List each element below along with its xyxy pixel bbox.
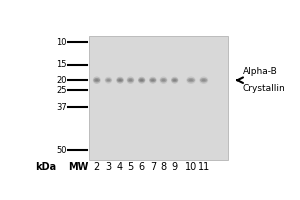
Ellipse shape: [171, 77, 178, 84]
Text: 7: 7: [150, 162, 156, 172]
Ellipse shape: [138, 77, 146, 84]
Text: 37: 37: [56, 103, 67, 112]
Ellipse shape: [140, 79, 143, 81]
Text: 8: 8: [160, 162, 166, 172]
Text: 3: 3: [105, 162, 112, 172]
Text: Alpha-B: Alpha-B: [243, 67, 277, 76]
Text: 20: 20: [56, 76, 67, 85]
Ellipse shape: [160, 77, 167, 84]
Ellipse shape: [150, 78, 156, 82]
Ellipse shape: [162, 79, 165, 81]
Ellipse shape: [200, 78, 207, 82]
Text: kDa: kDa: [35, 162, 56, 172]
Ellipse shape: [139, 78, 145, 82]
Ellipse shape: [202, 79, 206, 81]
Text: 11: 11: [198, 162, 210, 172]
Ellipse shape: [187, 78, 195, 82]
Ellipse shape: [95, 79, 99, 81]
Ellipse shape: [151, 79, 154, 81]
Bar: [89, 36, 228, 160]
Ellipse shape: [105, 77, 112, 84]
Ellipse shape: [117, 78, 123, 82]
Text: 4: 4: [117, 162, 123, 172]
Ellipse shape: [128, 78, 134, 82]
Ellipse shape: [129, 79, 132, 81]
Text: 6: 6: [139, 162, 145, 172]
Text: 50: 50: [56, 146, 67, 155]
Ellipse shape: [116, 77, 124, 84]
Ellipse shape: [105, 78, 112, 82]
Text: 10: 10: [56, 38, 67, 47]
Text: 15: 15: [56, 60, 67, 69]
Ellipse shape: [189, 79, 193, 81]
Text: 9: 9: [172, 162, 178, 172]
Ellipse shape: [93, 77, 101, 84]
Ellipse shape: [107, 79, 110, 81]
Ellipse shape: [94, 78, 100, 82]
Ellipse shape: [172, 78, 178, 82]
Ellipse shape: [186, 77, 196, 84]
Text: MW: MW: [68, 162, 88, 172]
Ellipse shape: [173, 79, 176, 81]
Ellipse shape: [199, 77, 208, 84]
Text: Crystallin: Crystallin: [243, 84, 285, 93]
Ellipse shape: [118, 79, 122, 81]
Ellipse shape: [160, 78, 167, 82]
Ellipse shape: [149, 77, 157, 84]
Text: 25: 25: [56, 86, 67, 95]
Text: 5: 5: [128, 162, 134, 172]
Text: 10: 10: [185, 162, 197, 172]
Ellipse shape: [127, 77, 134, 84]
Text: 2: 2: [94, 162, 100, 172]
